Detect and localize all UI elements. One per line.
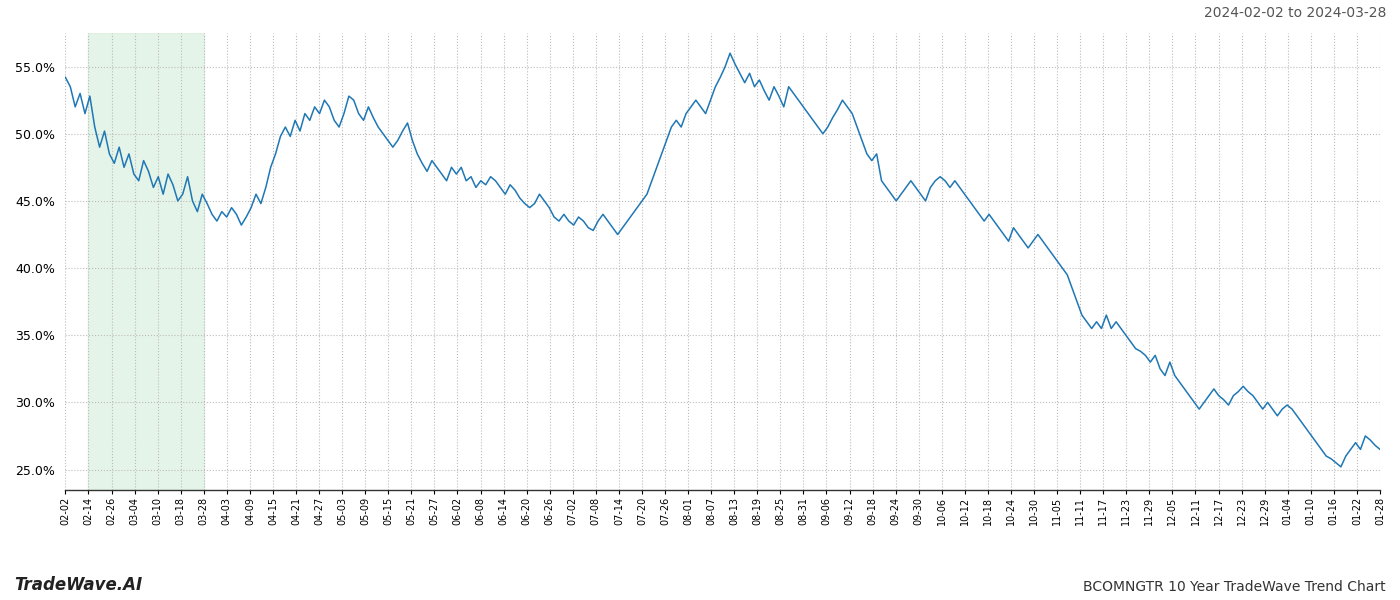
Bar xyxy=(88,33,204,490)
Text: BCOMNGTR 10 Year TradeWave Trend Chart: BCOMNGTR 10 Year TradeWave Trend Chart xyxy=(1084,580,1386,594)
Text: 2024-02-02 to 2024-03-28: 2024-02-02 to 2024-03-28 xyxy=(1204,6,1386,20)
Text: TradeWave.AI: TradeWave.AI xyxy=(14,576,143,594)
